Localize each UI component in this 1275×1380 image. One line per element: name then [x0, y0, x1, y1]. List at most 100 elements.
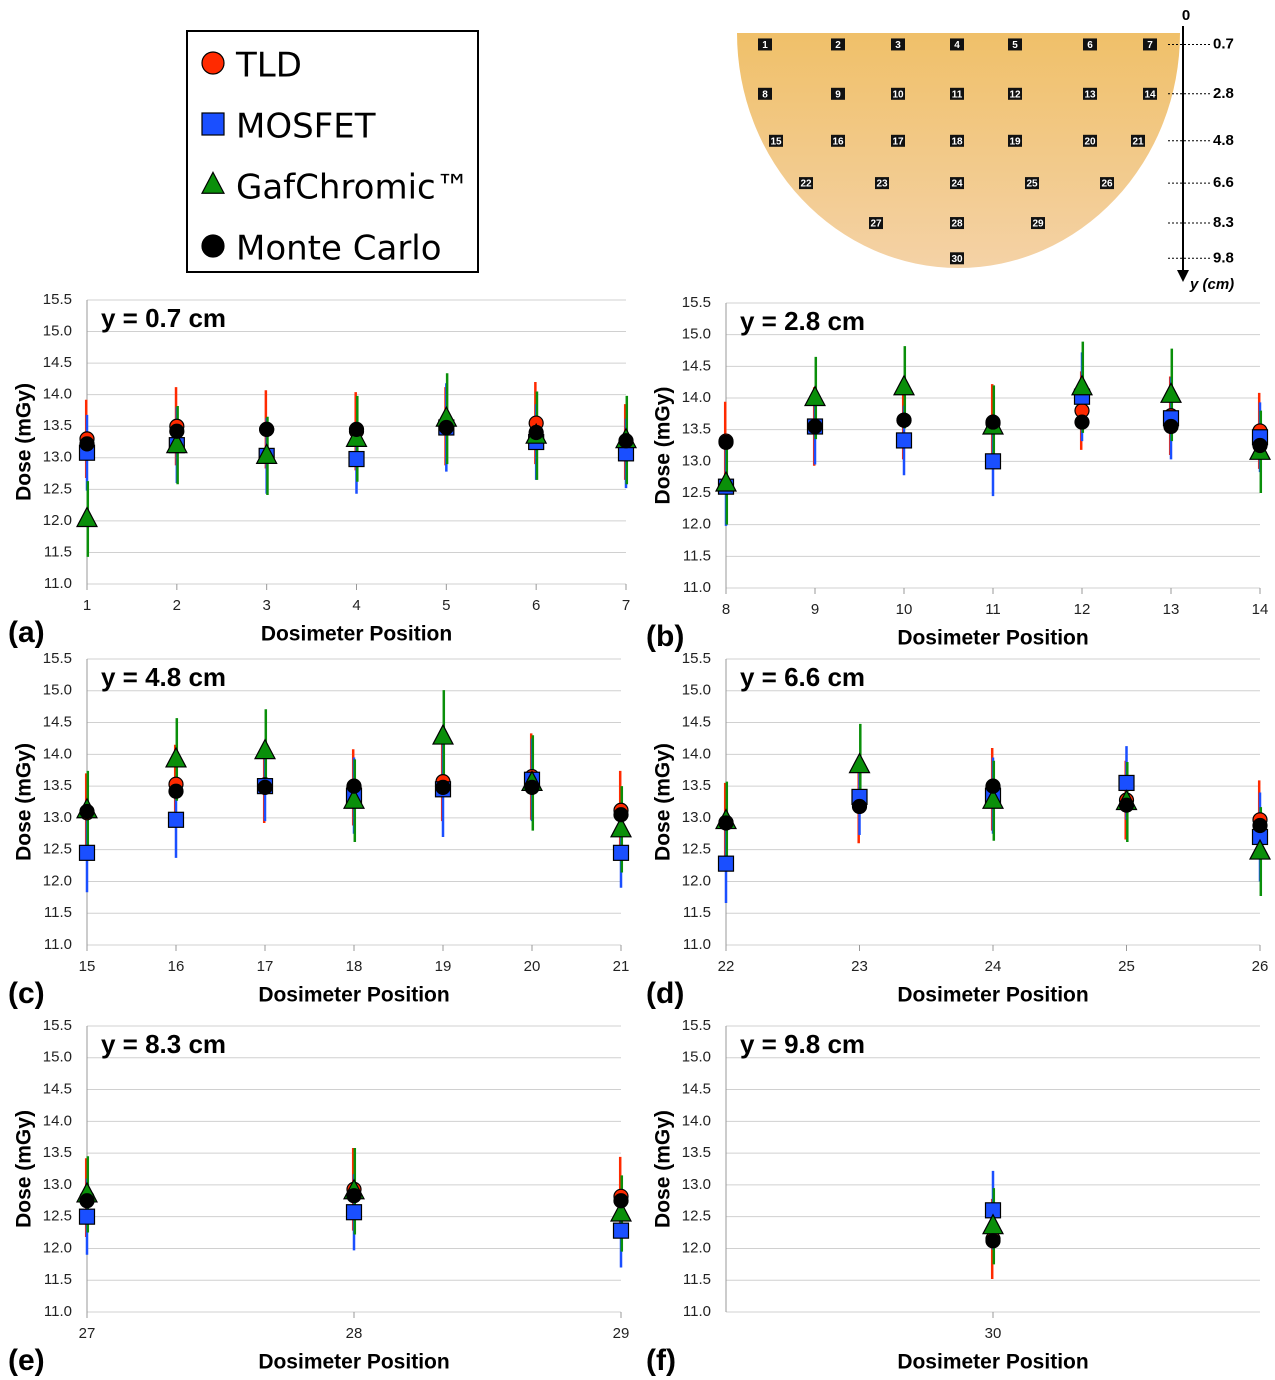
y-tick-label: 12.0: [682, 516, 711, 533]
dosimeter: [950, 87, 964, 100]
x-axis-label: Dosimeter Position: [261, 623, 452, 646]
marker-triangle: [343, 787, 365, 809]
y-tick-label: 13.0: [682, 809, 711, 826]
x-tick-label: 11: [985, 601, 1001, 618]
marker-circle: [613, 807, 629, 823]
chart-title: y = 2.8 cm: [740, 306, 865, 336]
marker-triangle: [715, 470, 737, 492]
chart-title: y = 6.6 cm: [740, 662, 865, 692]
marker-circle: [1163, 418, 1179, 435]
dosimeter-label: 4: [954, 40, 960, 51]
chart-title: y = 8.3 cm: [101, 1029, 226, 1059]
y-tick-label: 15.5: [682, 294, 711, 311]
dosimeter: [891, 134, 905, 147]
marker-circle: [201, 51, 225, 75]
dosimeter: [950, 252, 964, 265]
y-tick-label: 14.0: [43, 386, 72, 403]
y-tick-label: 12.5: [682, 1208, 711, 1225]
marker-circle: [435, 779, 451, 795]
phantom: [737, 33, 1180, 268]
dosimeter: [891, 87, 905, 100]
dosimeter: [1008, 134, 1022, 147]
marker-circle: [169, 423, 185, 439]
x-tick-label: 27: [79, 1325, 96, 1342]
y-axis-label: Dose (mGy): [652, 743, 675, 861]
dosimeter: [1083, 38, 1097, 51]
y-tick-label: 12.0: [682, 872, 711, 889]
marker-triangle: [982, 787, 1004, 809]
depth-axis-label: y (cm): [1189, 276, 1234, 293]
marker-circle: [79, 436, 95, 452]
x-tick-label: 10: [896, 601, 913, 618]
y-tick-label: 14.0: [43, 745, 72, 762]
y-tick-label: 15.5: [43, 1017, 72, 1034]
dosimeter-label: 26: [1101, 179, 1113, 190]
dosimeter: [831, 87, 845, 100]
dosimeter-label: 22: [800, 179, 812, 190]
dosimeter: [758, 38, 772, 51]
marker-circle: [201, 234, 225, 258]
panel-label: (f): [646, 1344, 676, 1377]
y-tick-label: 15.5: [43, 291, 72, 308]
dosimeter-label: 24: [951, 179, 963, 190]
y-tick-label: 12.5: [43, 480, 72, 497]
dosimeter-label: 27: [870, 219, 882, 230]
marker-circle: [438, 419, 454, 436]
y-tick-label: 11.0: [44, 575, 72, 592]
y-tick-label: 14.0: [682, 389, 711, 406]
dosimeter-label: 9: [835, 89, 841, 100]
dosimeter: [1143, 87, 1157, 100]
dosimeter-label: 21: [1132, 136, 1144, 147]
marker-triangle: [1160, 382, 1182, 403]
marker-square: [345, 1204, 363, 1221]
x-tick-label: 23: [851, 958, 868, 975]
x-tick-label: 24: [985, 958, 1002, 975]
y-axis-label: Dose (mGy): [652, 387, 675, 505]
dosimeter: [869, 217, 883, 230]
dosimeter-label: 11: [952, 89, 963, 100]
x-tick-label: 18: [346, 958, 363, 975]
y-tick-label: 11.0: [44, 1303, 72, 1320]
y-tick-label: 13.5: [682, 421, 711, 438]
y-tick-label: 15.0: [682, 1049, 711, 1066]
y-tick-label: 14.5: [43, 1081, 72, 1098]
x-tick-label: 5: [442, 597, 450, 614]
chart-title: y = 4.8 cm: [101, 662, 226, 692]
marker-circle: [524, 779, 540, 795]
dosimeter: [875, 177, 889, 190]
marker-triangle: [76, 506, 98, 528]
y-tick-label: 15.5: [682, 650, 711, 667]
y-tick-label: 14.0: [682, 745, 711, 762]
dosimeter-label: 18: [951, 136, 963, 147]
dosimeter-label: 29: [1032, 219, 1044, 230]
marker-circle: [718, 815, 734, 831]
chart-title: y = 9.8 cm: [740, 1029, 865, 1059]
legend-label: Monte Carlo: [236, 229, 442, 269]
marker-square: [984, 453, 1002, 470]
dosimeter-label: 2: [835, 40, 841, 51]
x-tick-label: 29: [613, 1325, 630, 1342]
y-tick-label: 13.0: [43, 449, 72, 466]
marker-circle: [168, 783, 184, 799]
panel-label: (c): [8, 977, 45, 1010]
x-tick-label: 19: [435, 958, 452, 975]
dosimeter: [950, 217, 964, 230]
y-tick-label: 11.0: [683, 1303, 711, 1320]
depth-label: 9.8: [1213, 249, 1234, 266]
marker-square: [1118, 774, 1135, 792]
marker-circle: [985, 1233, 1001, 1249]
depth-label: 0.7: [1213, 35, 1234, 52]
arrow-head: [1177, 270, 1189, 282]
marker-triangle: [1249, 838, 1271, 860]
marker-circle: [985, 414, 1001, 430]
marker-square: [348, 450, 365, 468]
marker-circle: [346, 778, 362, 794]
dosimeter: [1083, 87, 1097, 100]
dosimeter-label: 23: [876, 179, 888, 190]
dosimeter-label: 25: [1026, 179, 1038, 190]
marker-square: [167, 811, 185, 828]
marker-triangle: [610, 816, 632, 838]
marker-circle: [1252, 437, 1268, 454]
x-tick-label: 25: [1118, 958, 1135, 975]
y-tick-label: 13.5: [682, 777, 711, 794]
